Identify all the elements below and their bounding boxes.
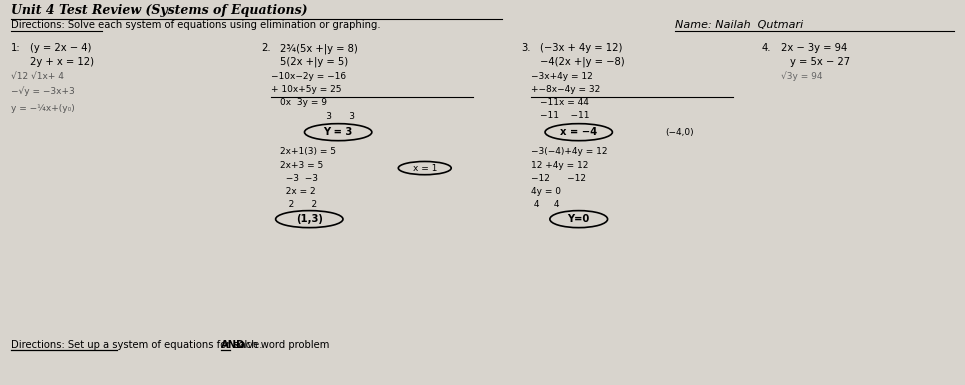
Text: 4     4: 4 4 <box>531 200 559 209</box>
Text: Directions: Solve each system of equations using elimination or graphing.: Directions: Solve each system of equatio… <box>11 20 380 30</box>
Text: solve.: solve. <box>231 340 263 350</box>
Text: −3x+4y = 12: −3x+4y = 12 <box>531 72 593 81</box>
Text: √12 √1x+ 4: √12 √1x+ 4 <box>11 72 64 81</box>
Text: 4y = 0: 4y = 0 <box>531 187 561 196</box>
Text: 2y + x = 12): 2y + x = 12) <box>30 57 95 67</box>
Text: −12      −12: −12 −12 <box>531 174 586 183</box>
Text: 2x+3 = 5: 2x+3 = 5 <box>281 161 323 169</box>
Text: −11x = 44: −11x = 44 <box>540 98 589 107</box>
Text: Y = 3: Y = 3 <box>323 127 353 137</box>
Text: 2x+1(3) = 5: 2x+1(3) = 5 <box>281 147 337 156</box>
Text: Y=0: Y=0 <box>567 214 590 224</box>
Text: y = 5x − 27: y = 5x − 27 <box>790 57 850 67</box>
Text: −√y = −3x+3: −√y = −3x+3 <box>11 87 74 96</box>
Text: x = 1: x = 1 <box>413 164 437 172</box>
Text: 2.: 2. <box>262 43 271 53</box>
Text: AND: AND <box>221 340 245 350</box>
Text: −10x−2y = −16: −10x−2y = −16 <box>271 72 345 81</box>
Text: x = −4: x = −4 <box>560 127 597 137</box>
Text: (1,3): (1,3) <box>296 214 322 224</box>
Text: Unit 4 Test Review (Systems of Equations): Unit 4 Test Review (Systems of Equations… <box>11 4 308 17</box>
Text: 0x  3y = 9: 0x 3y = 9 <box>281 98 327 107</box>
Text: √3y = 94: √3y = 94 <box>781 72 822 81</box>
Text: 4.: 4. <box>761 43 771 53</box>
Text: y = −¼x+(y₀): y = −¼x+(y₀) <box>11 104 74 113</box>
Text: −11    −11: −11 −11 <box>540 111 590 121</box>
Text: 2x − 3y = 94: 2x − 3y = 94 <box>781 43 847 53</box>
Text: 1:: 1: <box>11 43 20 53</box>
Text: −4(2x +|y = −8): −4(2x +|y = −8) <box>540 57 625 67</box>
Text: (−4,0): (−4,0) <box>665 128 694 137</box>
Text: 12 +4y = 12: 12 +4y = 12 <box>531 161 588 169</box>
Text: Name: Nailah  Qutmari: Name: Nailah Qutmari <box>675 20 803 30</box>
Text: 2      2: 2 2 <box>281 200 317 209</box>
Text: Directions: Set up a system of equations for each word problem: Directions: Set up a system of equations… <box>11 340 333 350</box>
Text: (−3x + 4y = 12): (−3x + 4y = 12) <box>540 43 622 53</box>
Text: 5(2x +|y = 5): 5(2x +|y = 5) <box>281 57 348 67</box>
Text: −3  −3: −3 −3 <box>281 174 318 183</box>
Text: +−8x−4y = 32: +−8x−4y = 32 <box>531 85 600 94</box>
Text: 2x = 2: 2x = 2 <box>281 187 317 196</box>
Text: 2¾(5x +|y = 8): 2¾(5x +|y = 8) <box>281 43 358 54</box>
Text: 3.: 3. <box>521 43 531 53</box>
Text: (y = 2x − 4): (y = 2x − 4) <box>30 43 92 53</box>
Text: 3      3: 3 3 <box>310 112 355 121</box>
Text: + 10x+5y = 25: + 10x+5y = 25 <box>271 85 342 94</box>
Text: −3(−4)+4y = 12: −3(−4)+4y = 12 <box>531 147 607 156</box>
